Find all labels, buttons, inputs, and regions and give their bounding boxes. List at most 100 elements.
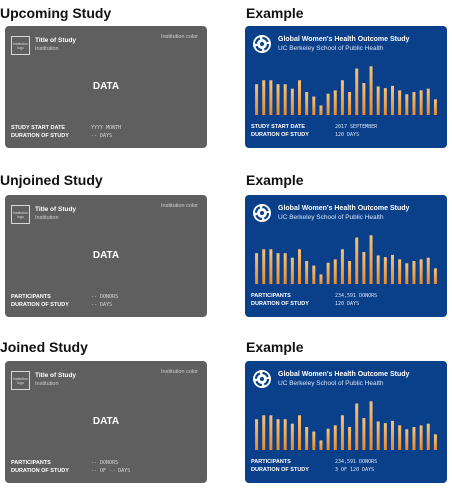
- data-bar: [312, 96, 316, 115]
- institution-color-label: Institution color: [161, 369, 198, 375]
- institution-name: UC Berkeley School of Public Health: [278, 45, 384, 52]
- data-bar: [398, 425, 402, 450]
- institution-color-label: Institution color: [161, 34, 198, 40]
- study-title: Global Women's Health Outcome Study: [278, 36, 410, 43]
- data-bar: [369, 401, 373, 450]
- data-bar: [255, 419, 259, 450]
- study-title: Title of Study: [35, 206, 77, 213]
- stat-label: STUDY START DATE: [11, 125, 66, 131]
- data-bars: [255, 235, 437, 284]
- stat-label: DURATION OF STUDY: [11, 468, 69, 474]
- data-bar: [298, 80, 301, 115]
- stat-label: DURATION OF STUDY: [251, 467, 309, 473]
- stat-label: DURATION OF STUDY: [11, 302, 69, 308]
- data-bar: [255, 84, 259, 115]
- stat-value: -- DONORS: [91, 460, 119, 466]
- data-bar: [319, 274, 323, 284]
- data-bar: [419, 425, 423, 450]
- data-bar: [362, 418, 366, 450]
- stat-value: -- DONORS: [91, 294, 119, 300]
- stat-value: -- DAYS: [91, 133, 113, 139]
- example-card-joined[interactable]: Global Women's Health Outcome Study UC B…: [245, 361, 447, 483]
- data-bar: [283, 84, 287, 115]
- data-bar: [276, 253, 280, 284]
- data-bar: [419, 90, 423, 115]
- data-bar: [376, 421, 380, 450]
- stat-value: 2017 SEPTEMBER: [335, 124, 378, 130]
- institution-name: Institution: [35, 215, 59, 221]
- data-bar: [348, 261, 352, 284]
- data-bar: [383, 257, 387, 284]
- institution-name: Institution: [35, 46, 59, 52]
- data-bar: [290, 257, 294, 284]
- data-bar: [269, 249, 273, 284]
- data-bar: [433, 434, 437, 450]
- data-bar: [433, 268, 437, 284]
- data-bar: [283, 419, 287, 450]
- data-bar: [398, 259, 402, 284]
- data-bar: [312, 431, 316, 450]
- data-bar: [276, 419, 280, 450]
- stat-label: PARTICIPANTS: [251, 459, 291, 465]
- data-bars: [255, 66, 437, 115]
- study-title: Title of Study: [35, 37, 77, 44]
- data-bar: [376, 86, 380, 115]
- data-bar: [376, 255, 380, 284]
- data-placeholder: DATA: [92, 81, 120, 92]
- data-bar: [333, 90, 337, 115]
- stat-label: PARTICIPANTS: [11, 294, 51, 300]
- data-bar: [398, 90, 402, 115]
- data-bar: [290, 423, 294, 450]
- institution-name: UC Berkeley School of Public Health: [278, 214, 384, 221]
- data-bars: [255, 401, 437, 450]
- institution-logo-icon: [253, 35, 271, 53]
- example-card-unjoined[interactable]: Global Women's Health Outcome Study UC B…: [245, 195, 447, 317]
- data-bar: [326, 93, 330, 115]
- institution-name: Institution: [35, 381, 59, 387]
- data-bar: [298, 249, 301, 284]
- data-bar: [412, 427, 416, 450]
- template-card-upcoming[interactable]: Institution logo Title of Study Institut…: [5, 26, 207, 148]
- data-bar: [419, 259, 423, 284]
- institution-logo-icon: [253, 204, 271, 222]
- stat-value: YYYY MONTH: [91, 125, 122, 131]
- data-bar: [340, 415, 344, 450]
- institution-logo-placeholder: Institution logo: [11, 36, 30, 55]
- template-card-unjoined[interactable]: Institution logo Title of Study Institut…: [5, 195, 207, 317]
- data-bar: [405, 94, 409, 115]
- data-bar: [262, 80, 266, 115]
- data-bar: [305, 261, 309, 284]
- data-bar: [369, 235, 373, 284]
- institution-name: UC Berkeley School of Public Health: [278, 380, 384, 387]
- data-bar: [405, 263, 409, 284]
- data-bar: [262, 249, 266, 284]
- data-bar: [369, 66, 373, 115]
- section-heading: Upcoming Study: [0, 5, 112, 21]
- data-bar: [433, 99, 437, 115]
- example-card-upcoming[interactable]: Global Women's Health Outcome Study UC B…: [245, 26, 447, 148]
- data-bar: [333, 425, 337, 450]
- data-bar: [348, 427, 352, 450]
- stat-label: STUDY START DATE: [251, 124, 306, 130]
- data-bar: [255, 253, 259, 284]
- data-bar: [283, 253, 287, 284]
- data-bar: [362, 83, 366, 115]
- data-bar: [290, 88, 294, 115]
- template-card-joined[interactable]: Institution logo Title of Study Institut…: [5, 361, 207, 483]
- stat-value: 234,591 DONORS: [335, 459, 378, 465]
- data-bar: [412, 92, 416, 115]
- section-heading: Unjoined Study: [0, 172, 103, 188]
- data-bar: [426, 423, 430, 450]
- data-bar: [426, 257, 430, 284]
- data-bar: [355, 237, 359, 284]
- data-bar: [405, 429, 409, 450]
- example-heading: Example: [246, 5, 304, 21]
- data-bar: [326, 428, 330, 450]
- stat-label: PARTICIPANTS: [251, 293, 291, 299]
- data-bar: [348, 92, 352, 115]
- data-bar: [391, 420, 394, 450]
- stat-label: DURATION OF STUDY: [251, 132, 309, 138]
- data-bar: [269, 80, 273, 115]
- study-title: Global Women's Health Outcome Study: [278, 371, 410, 378]
- data-bar: [391, 254, 394, 284]
